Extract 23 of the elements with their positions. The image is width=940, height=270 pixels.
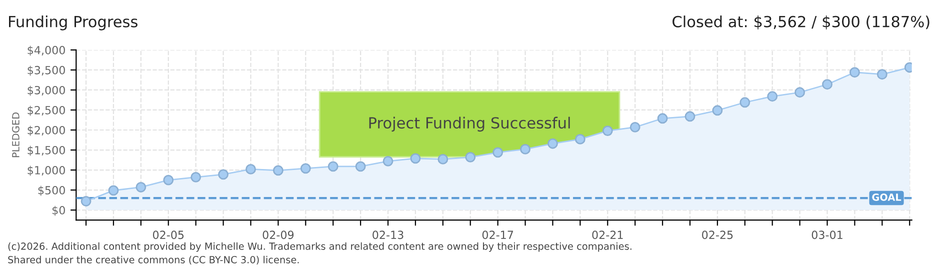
y-tick-label: $2,000 xyxy=(28,126,65,136)
text: (c)2026. Additional content provided by Michelle Wu. Trademarks and related content are owned by their respective companies. xyxy=(8,242,632,252)
text: Closed at: $3,562 / $300 (1187%) xyxy=(672,16,930,30)
ref-line-label: GOAL xyxy=(872,194,902,201)
x-tick-label: 02-17 xyxy=(482,230,514,240)
x-tick-label: 02-21 xyxy=(592,230,623,240)
x-tick-label: 03-01 xyxy=(812,230,842,240)
y-tick-label: $3,500 xyxy=(28,66,65,76)
y-tick-label: $4,000 xyxy=(28,46,65,56)
x-tick-label: 02-09 xyxy=(262,230,294,240)
chart-title: Funding Progress xyxy=(9,16,138,30)
x-tick-label: 02-05 xyxy=(152,230,184,240)
y-tick-label: $1,500 xyxy=(28,146,65,156)
text: Shared under the creative commons (CC BY-NC 3.0) license. xyxy=(8,256,299,265)
y-axis-title: PLEDGED xyxy=(12,112,20,158)
x-tick-label: 02-13 xyxy=(372,230,404,240)
y-tick-label: $2,500 xyxy=(28,106,65,116)
y-tick-label: $500 xyxy=(38,186,65,196)
y-tick-label: $1,000 xyxy=(28,166,65,176)
annotation: Project Funding Successful xyxy=(369,116,570,132)
y-tick-label: $3,000 xyxy=(28,86,65,96)
y-tick-label: $0 xyxy=(52,206,65,216)
x-tick-label: 02-25 xyxy=(702,230,733,240)
